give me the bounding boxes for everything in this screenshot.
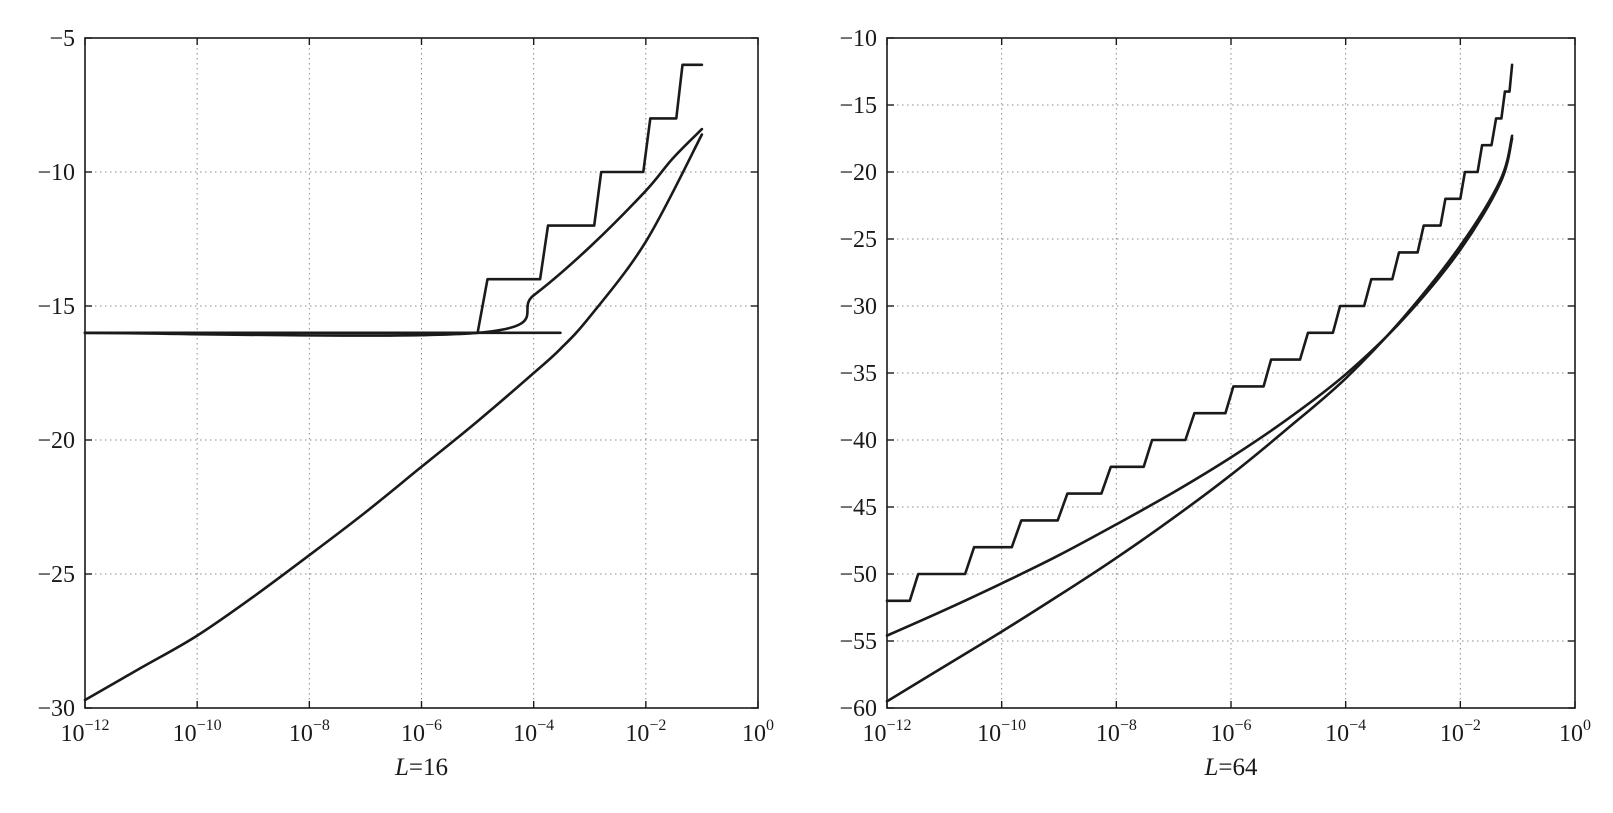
- y-tick-label: −50: [839, 562, 877, 588]
- x-tick-label: 10−6: [1210, 717, 1251, 747]
- y-tick-label: −20: [839, 160, 877, 186]
- series-line-3: [83, 133, 704, 702]
- series-line-1: [83, 63, 704, 335]
- y-tick-label: −10: [839, 26, 877, 52]
- y-tick-label: −30: [37, 696, 75, 722]
- x-tick-label: 10−8: [1096, 717, 1137, 747]
- x-tick-label: 10−10: [977, 717, 1026, 747]
- x-tick-label: 10−8: [289, 717, 330, 747]
- x-tick-label: 10−2: [1440, 717, 1481, 747]
- y-tick-label: −10: [37, 160, 75, 186]
- x-tick-label: 10−4: [1325, 717, 1366, 747]
- y-tick-label: −25: [37, 562, 75, 588]
- series-line-1: [885, 63, 1514, 603]
- y-tick-label: −45: [839, 495, 877, 521]
- x-tick-label: 100: [742, 717, 774, 747]
- y-tick-label: −15: [37, 294, 75, 320]
- x-tick-label: 100: [1559, 717, 1591, 747]
- y-tick-label: −40: [839, 428, 877, 454]
- y-tick-label: −60: [839, 696, 877, 722]
- x-tick-label: 10−4: [513, 717, 554, 747]
- series-line-3: [885, 134, 1514, 703]
- x-axis-label: L=64: [1203, 754, 1258, 781]
- y-tick-label: −30: [839, 294, 877, 320]
- series-line-2: [83, 127, 704, 337]
- y-tick-label: −20: [37, 428, 75, 454]
- series-line-2: [885, 137, 1514, 637]
- x-axis-label: L=16: [394, 754, 448, 781]
- plot-frame: [886, 37, 1576, 709]
- x-tick-label: 10−2: [625, 717, 666, 747]
- y-tick-label: −25: [839, 227, 877, 253]
- y-tick-label: −5: [49, 26, 75, 52]
- x-tick-label: 10−12: [60, 717, 109, 747]
- x-tick-label: 10−12: [862, 717, 911, 747]
- x-tick-label: 10−10: [173, 717, 222, 747]
- chart-panel-2: 10−12 10−10 10−8 10−6 10−4 10−2 100 −10 −15 −20 −2…: [839, 26, 1591, 781]
- x-tick-label: 10−6: [401, 717, 442, 747]
- chart-panel-1: 10−12 10−10 10−8 10−6 10−4 10−2 100 −5 −10 −15 −20…: [37, 26, 774, 781]
- y-tick-label: −35: [839, 361, 877, 387]
- y-tick-label: −15: [839, 93, 877, 119]
- plot-frame: [84, 37, 759, 709]
- y-tick-label: −55: [839, 629, 877, 655]
